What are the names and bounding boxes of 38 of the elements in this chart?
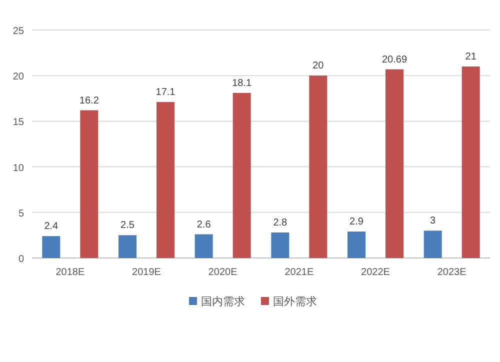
bar: [309, 76, 328, 258]
data-label: 17.1: [156, 87, 176, 98]
bar: [271, 232, 290, 258]
data-label: 2.8: [273, 217, 288, 228]
y-tick-label: 0: [18, 254, 24, 265]
x-tick-label: 2020E: [208, 267, 238, 278]
data-label: 2.9: [350, 216, 364, 228]
y-tick-label: 5: [18, 208, 24, 220]
bar: [348, 232, 366, 258]
data-label: 18.1: [232, 78, 252, 89]
x-tick-label: 2021E: [284, 267, 314, 278]
x-tick-label: 2019E: [132, 267, 162, 278]
data-label: 2.6: [196, 219, 212, 230]
bar: [118, 235, 136, 258]
data-label: 2.4: [44, 221, 59, 232]
data-label: 2.5: [120, 220, 135, 232]
bar: [424, 230, 442, 258]
data-label: 21: [465, 51, 477, 62]
y-tick-label: 25: [12, 26, 24, 37]
x-tick-label: 2022E: [361, 267, 390, 278]
bar: [386, 69, 404, 258]
legend-label: 国内需求: [201, 295, 245, 308]
x-tick-label: 2023E: [437, 267, 467, 278]
data-label: 3: [430, 216, 436, 227]
bar: [462, 66, 480, 258]
data-label: 20.69: [382, 54, 408, 66]
legend-label: 国外需求: [273, 295, 317, 308]
data-label: 16.2: [79, 95, 100, 106]
y-tick-label: 20: [12, 72, 24, 83]
y-tick-label: 10: [12, 162, 24, 174]
bar: [156, 102, 174, 258]
x-tick-label: 2018E: [56, 267, 85, 278]
bar: [80, 110, 98, 258]
bar: [194, 234, 213, 258]
bar: [42, 236, 60, 258]
y-tick-label: 15: [12, 117, 24, 128]
data-label: 20: [312, 60, 324, 72]
bar: [232, 92, 251, 258]
